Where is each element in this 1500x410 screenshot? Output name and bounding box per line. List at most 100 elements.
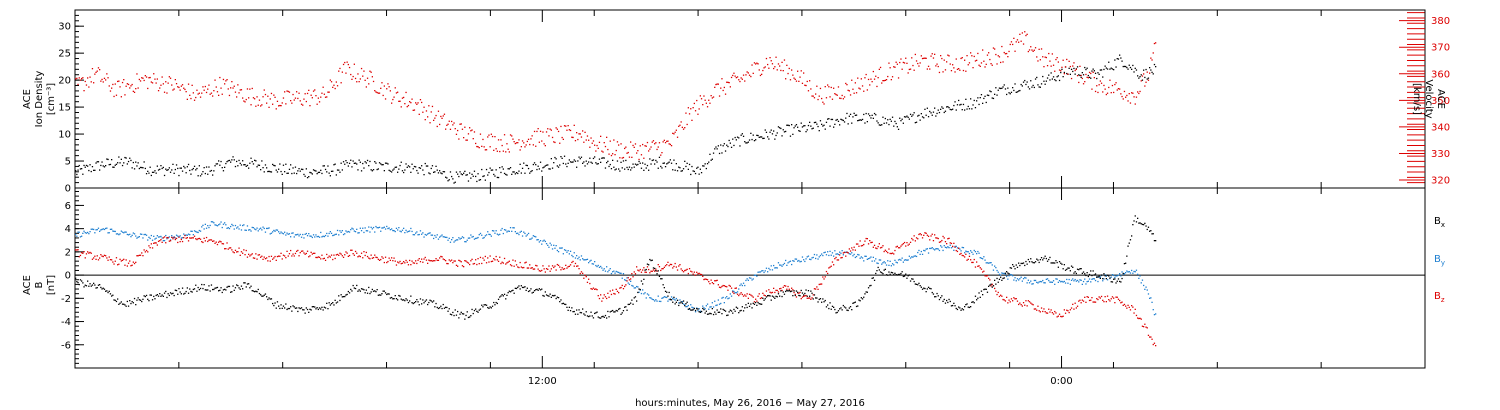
bx-point (572, 311, 574, 313)
velocity-point (812, 95, 814, 97)
by-point (938, 249, 941, 252)
velocity-point (136, 73, 138, 75)
velocity-point (212, 95, 214, 97)
by-point (405, 229, 407, 231)
density-point (506, 174, 508, 176)
bx-point (1060, 262, 1062, 264)
velocity-point (448, 120, 450, 122)
bx-point (476, 310, 478, 312)
density-point (566, 165, 568, 168)
velocity-point (657, 146, 659, 148)
bx-point (525, 289, 527, 291)
velocity-point (608, 153, 610, 155)
by-point (594, 261, 596, 263)
bx-point (523, 286, 525, 289)
by-point (950, 247, 953, 249)
bz-point (616, 290, 619, 292)
bz-point (604, 296, 607, 298)
bz-point (568, 265, 570, 267)
velocity-point (244, 101, 246, 103)
bx-point (270, 298, 273, 300)
bz-point (574, 262, 577, 265)
by-point (825, 254, 828, 256)
by-point (270, 232, 273, 234)
bz-point (958, 247, 960, 249)
by-point (1098, 276, 1100, 278)
velocity-point (594, 144, 596, 146)
velocity-point (557, 130, 560, 133)
by-point (372, 226, 375, 229)
by-point (1116, 275, 1118, 277)
by-point (913, 255, 915, 257)
bz-point (1026, 305, 1028, 307)
velocity-point (986, 54, 989, 56)
bz-point (861, 244, 864, 247)
bx-point (452, 311, 454, 314)
velocity-point (233, 85, 235, 87)
bz-point (476, 263, 478, 266)
velocity-point (702, 104, 704, 106)
bz-point (610, 293, 613, 296)
by-point (900, 259, 902, 261)
bx-point (998, 278, 1001, 280)
bx-point (556, 296, 558, 298)
by-point (831, 252, 834, 254)
legend-bz: Bz (1434, 291, 1445, 304)
bz-point (967, 258, 969, 260)
bz-point (704, 278, 706, 280)
density-point (207, 173, 209, 175)
bz-point (1078, 300, 1080, 302)
density-point (791, 124, 793, 126)
bz-point (332, 258, 334, 261)
density-point (639, 162, 641, 164)
by-point (806, 256, 808, 258)
by-point (747, 279, 749, 281)
velocity-point (286, 90, 288, 92)
velocity-point (238, 92, 240, 94)
density-point (876, 120, 878, 122)
density-point (384, 162, 387, 164)
bx-point (1032, 262, 1034, 264)
velocity-point (682, 128, 685, 130)
velocity-point (1061, 66, 1063, 68)
bz-point (709, 283, 711, 285)
bz-point (335, 254, 337, 256)
density-point (131, 167, 133, 169)
velocity-point (275, 108, 277, 110)
by-point (1015, 280, 1017, 282)
bz-point (129, 260, 131, 262)
bx-point (657, 270, 659, 272)
bz-point (949, 242, 951, 244)
bz-point (1032, 304, 1034, 306)
bx-point (851, 309, 853, 311)
bz-point (300, 250, 303, 252)
bz-point (890, 252, 892, 255)
bz-point (1003, 299, 1005, 301)
density-point (521, 167, 524, 169)
bz-point (809, 297, 811, 299)
velocity-point (925, 57, 927, 59)
by-point (756, 275, 758, 277)
bx-point (584, 314, 586, 316)
by-point (157, 236, 160, 238)
bz-point (977, 265, 979, 267)
bz-point (421, 258, 423, 260)
velocity-point (336, 85, 339, 87)
density-point (926, 107, 928, 109)
by-point (579, 259, 581, 261)
bz-point (900, 245, 902, 247)
bx-point (809, 295, 811, 297)
by-point (1031, 283, 1033, 285)
velocity-point (234, 91, 237, 93)
density-point (878, 124, 880, 126)
density-point (843, 121, 846, 123)
velocity-point (764, 66, 766, 68)
velocity-point (118, 80, 120, 82)
bz-point (1039, 311, 1041, 313)
density-point (410, 171, 412, 173)
density-point (646, 164, 649, 167)
velocity-point (168, 76, 170, 78)
by-point (1014, 277, 1016, 279)
density-point (594, 156, 596, 158)
bx-point (78, 283, 80, 286)
